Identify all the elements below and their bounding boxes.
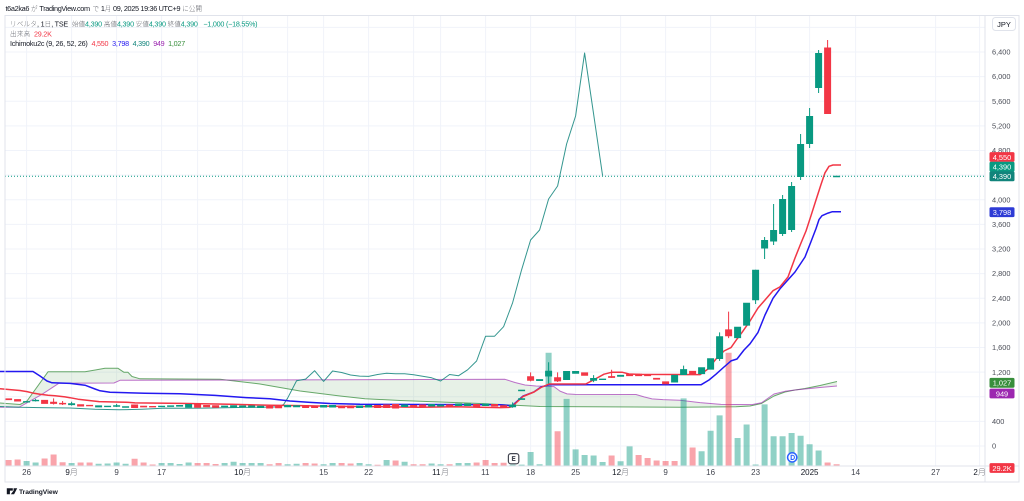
svg-text:6,000: 6,000 [992,72,1011,81]
svg-text:4,390: 4,390 [85,19,102,28]
svg-text:9: 9 [114,468,119,477]
svg-text:11: 11 [432,468,441,477]
svg-text:9: 9 [663,468,668,477]
svg-text:10: 10 [234,468,243,477]
svg-text:26: 26 [22,468,31,477]
svg-text:3,798: 3,798 [993,208,1012,217]
svg-text:1,600: 1,600 [992,343,1011,352]
svg-text:3,798: 3,798 [112,39,129,48]
svg-text:2,000: 2,000 [992,319,1011,328]
svg-text:2,400: 2,400 [992,294,1011,303]
svg-text:, TSE: , TSE [51,19,68,28]
svg-text:17: 17 [157,468,166,477]
svg-text:12: 12 [612,468,621,477]
svg-text:1,027: 1,027 [168,39,185,48]
svg-text:5,600: 5,600 [992,97,1011,106]
svg-text:949: 949 [996,389,1008,398]
svg-text:4,390: 4,390 [181,19,198,28]
svg-text:4,800: 4,800 [992,146,1011,155]
svg-text:1,027: 1,027 [993,379,1012,388]
svg-text:29.2K: 29.2K [34,29,52,38]
svg-text:949: 949 [153,39,164,48]
svg-text:4,550: 4,550 [993,153,1012,162]
svg-text:6,400: 6,400 [992,48,1011,57]
svg-text:23: 23 [751,468,760,477]
svg-text:TradingView.com: TradingView.com [39,4,90,13]
svg-text:4,390: 4,390 [993,163,1012,172]
svg-text:9: 9 [65,468,70,477]
svg-text:14: 14 [851,468,860,477]
svg-text:4,390: 4,390 [149,19,166,28]
svg-text:JPY: JPY [997,20,1011,29]
svg-text:1: 1 [101,4,105,13]
svg-text:22: 22 [364,468,373,477]
svg-text:t6a2ka6: t6a2ka6 [6,4,30,13]
svg-text:5,200: 5,200 [992,121,1011,130]
svg-text:18: 18 [526,468,535,477]
svg-text:0: 0 [992,442,996,451]
svg-text:27: 27 [931,468,940,477]
svg-text:4,000: 4,000 [992,195,1011,204]
svg-text:4,390: 4,390 [133,39,150,48]
svg-text:4,390: 4,390 [993,172,1012,181]
svg-text:11: 11 [481,468,490,477]
svg-text:25: 25 [571,468,580,477]
svg-text:29.2K: 29.2K [992,464,1011,473]
svg-text:2025: 2025 [801,468,819,477]
svg-text:2: 2 [973,468,978,477]
svg-text:2,800: 2,800 [992,269,1011,278]
svg-text:1,200: 1,200 [992,368,1011,377]
svg-text:4,550: 4,550 [92,39,109,48]
svg-text:09, 2025 19:36 UTC+9: 09, 2025 19:36 UTC+9 [113,4,180,13]
svg-text:400: 400 [992,417,1004,426]
svg-text:−1,000 (−18.55%): −1,000 (−18.55%) [203,19,257,28]
svg-text:15: 15 [319,468,328,477]
svg-text:, 1: , 1 [37,19,45,28]
svg-text:TradingView: TradingView [19,489,59,496]
svg-text:Ichimoku2c (9, 26, 52, 26): Ichimoku2c (9, 26, 52, 26) [10,39,88,48]
svg-text:3,600: 3,600 [992,220,1011,229]
svg-text:16: 16 [706,468,715,477]
svg-text:4,390: 4,390 [117,19,134,28]
svg-text:3,200: 3,200 [992,245,1011,254]
